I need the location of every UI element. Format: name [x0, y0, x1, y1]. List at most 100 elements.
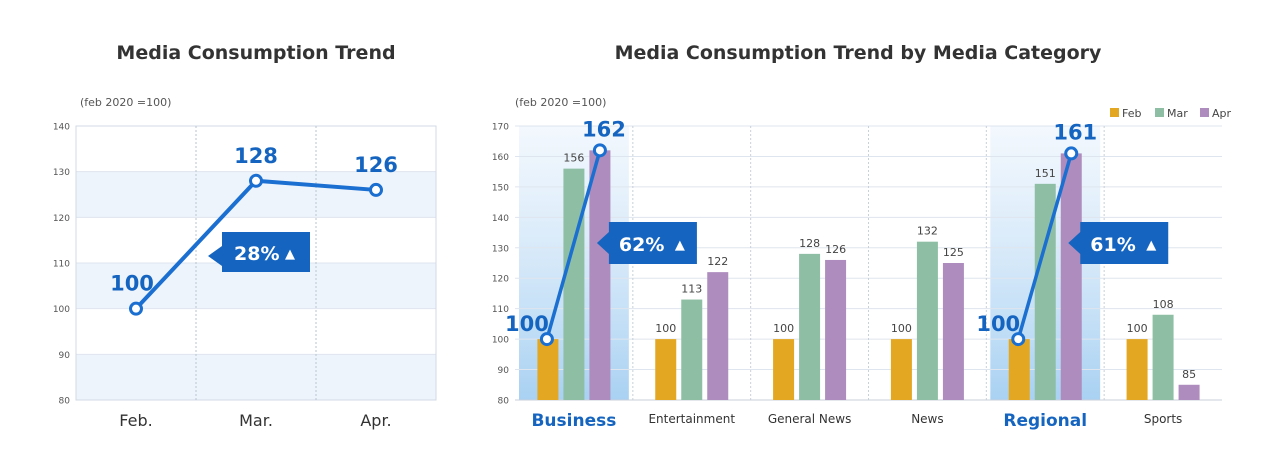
bar-feb: [1008, 339, 1030, 400]
bar-value-label: 132: [917, 225, 938, 238]
y-tick-label: 170: [492, 123, 509, 133]
bar-chart-y-axis: 80 90 100 110 120 130 140 150 160 170: [492, 123, 509, 407]
data-label: 128: [234, 144, 278, 168]
data-point: [129, 301, 143, 316]
growth-line: [1016, 152, 1073, 340]
data-point: [369, 182, 383, 197]
change-badge-shape: [1068, 222, 1169, 264]
y-tick-label: 160: [492, 153, 509, 163]
y-tick-label: 80: [498, 397, 510, 407]
bar-value-label: 100: [1127, 322, 1148, 335]
line-chart-title: Media Consumption Trend: [116, 42, 395, 64]
data-point: [249, 173, 263, 188]
bar-chart: Media Consumption Trend by Media Categor…: [492, 42, 1232, 431]
legend-label: Apr: [1212, 107, 1232, 120]
growth-start-label: 100: [976, 312, 1020, 336]
legend-label: Mar: [1167, 107, 1188, 120]
x-tick-label: Mar.: [239, 411, 273, 430]
bar-value-label: 100: [773, 322, 794, 335]
x-tick-label: Regional: [1003, 411, 1087, 431]
y-tick-label: 130: [53, 168, 70, 178]
growth-end-label: 162: [582, 117, 626, 141]
growth-end-point: [592, 143, 607, 158]
bar-chart-legend: Feb Mar Apr: [1110, 107, 1232, 120]
change-badge-arrow: ▲: [285, 247, 295, 262]
bar-mar: [681, 299, 703, 400]
bar-value-label: 85: [1182, 368, 1196, 381]
bar-value-label: 122: [707, 255, 728, 268]
bar-apr: [942, 263, 964, 400]
bar-feb: [655, 339, 677, 400]
bar-chart-title: Media Consumption Trend by Media Categor…: [615, 42, 1102, 64]
bar-chart-unit-note: (feb 2020 =100): [515, 96, 606, 109]
bar-value-label: 108: [1153, 298, 1174, 311]
growth-start-point: [1011, 332, 1026, 347]
bar-value-label: 100: [655, 322, 676, 335]
y-tick-label: 120: [492, 275, 509, 285]
data-label: 100: [110, 272, 154, 296]
grid-band: [76, 354, 436, 400]
y-tick-label: 90: [59, 351, 71, 361]
bar-apr: [589, 150, 611, 400]
bar-value-label: 113: [681, 283, 702, 296]
bar-value-label: 100: [891, 322, 912, 335]
x-tick-label: Feb.: [119, 411, 152, 430]
x-tick-label: News: [911, 412, 943, 426]
change-badge-arrow: ▲: [675, 238, 685, 253]
y-tick-label: 130: [492, 244, 509, 254]
x-tick-label: Business: [531, 411, 616, 431]
y-tick-label: 80: [59, 397, 71, 407]
bar-value-label: 151: [1035, 167, 1056, 180]
x-tick-label: Entertainment: [648, 412, 735, 426]
line-chart: Media Consumption Trend (feb 2020 =100) …: [53, 42, 437, 430]
y-tick-label: 120: [53, 214, 70, 224]
growth-start-point: [539, 332, 554, 347]
y-tick-label: 100: [492, 336, 509, 346]
legend-swatch: [1200, 108, 1209, 117]
bar-mar: [1152, 314, 1174, 400]
y-tick-label: 140: [492, 214, 509, 224]
line-chart-change-badge: 28% ▲: [208, 232, 310, 272]
bar-mar: [563, 168, 585, 400]
change-badge-value: 62%: [619, 234, 664, 256]
bar-apr: [707, 272, 729, 400]
bar-apr: [825, 259, 847, 400]
bar-feb: [773, 339, 795, 400]
bar-mar: [799, 253, 821, 400]
bar-value-label: 126: [825, 243, 846, 256]
legend-label: Feb: [1122, 107, 1141, 120]
change-badge-arrow: ▲: [1146, 238, 1156, 253]
bar-value-label: 128: [799, 237, 820, 250]
y-tick-label: 100: [53, 305, 70, 315]
legend-swatch: [1110, 108, 1119, 117]
bar-chart-growth-overlays: 100 162 62% ▲ 100 161 61% ▲: [505, 117, 1169, 347]
change-badge-value: 61%: [1090, 234, 1135, 256]
bar-apr: [1178, 384, 1200, 400]
y-tick-label: 110: [492, 305, 509, 315]
bar-feb: [1126, 339, 1148, 400]
growth-end-label: 161: [1053, 120, 1097, 144]
y-tick-label: 110: [53, 260, 70, 270]
y-tick-label: 140: [53, 123, 70, 133]
bar-value-label: 156: [563, 152, 584, 165]
bar-mar: [916, 241, 938, 400]
legend-swatch: [1155, 108, 1164, 117]
bar-feb: [890, 339, 912, 400]
line-chart-y-axis: 80 90 100 110 120 130 140: [53, 123, 70, 407]
growth-start-label: 100: [505, 312, 549, 336]
line-chart-series: 100 128 126: [110, 144, 398, 316]
bar-chart-x-axis: Business Entertainment General News News Reg…: [531, 411, 1182, 431]
growth-end-point: [1064, 146, 1079, 161]
y-tick-label: 150: [492, 183, 509, 193]
x-tick-label: General News: [768, 412, 852, 426]
line-chart-unit-note: (feb 2020 =100): [80, 96, 171, 109]
plot-frame: [75, 125, 437, 401]
x-tick-label: Sports: [1144, 412, 1182, 426]
y-tick-label: 90: [498, 366, 510, 376]
bar-feb: [537, 339, 559, 400]
x-tick-label: Apr.: [360, 411, 391, 430]
change-badge-value: 28%: [234, 243, 279, 265]
growth-line: [545, 149, 602, 340]
change-badge-shape: [596, 222, 697, 264]
